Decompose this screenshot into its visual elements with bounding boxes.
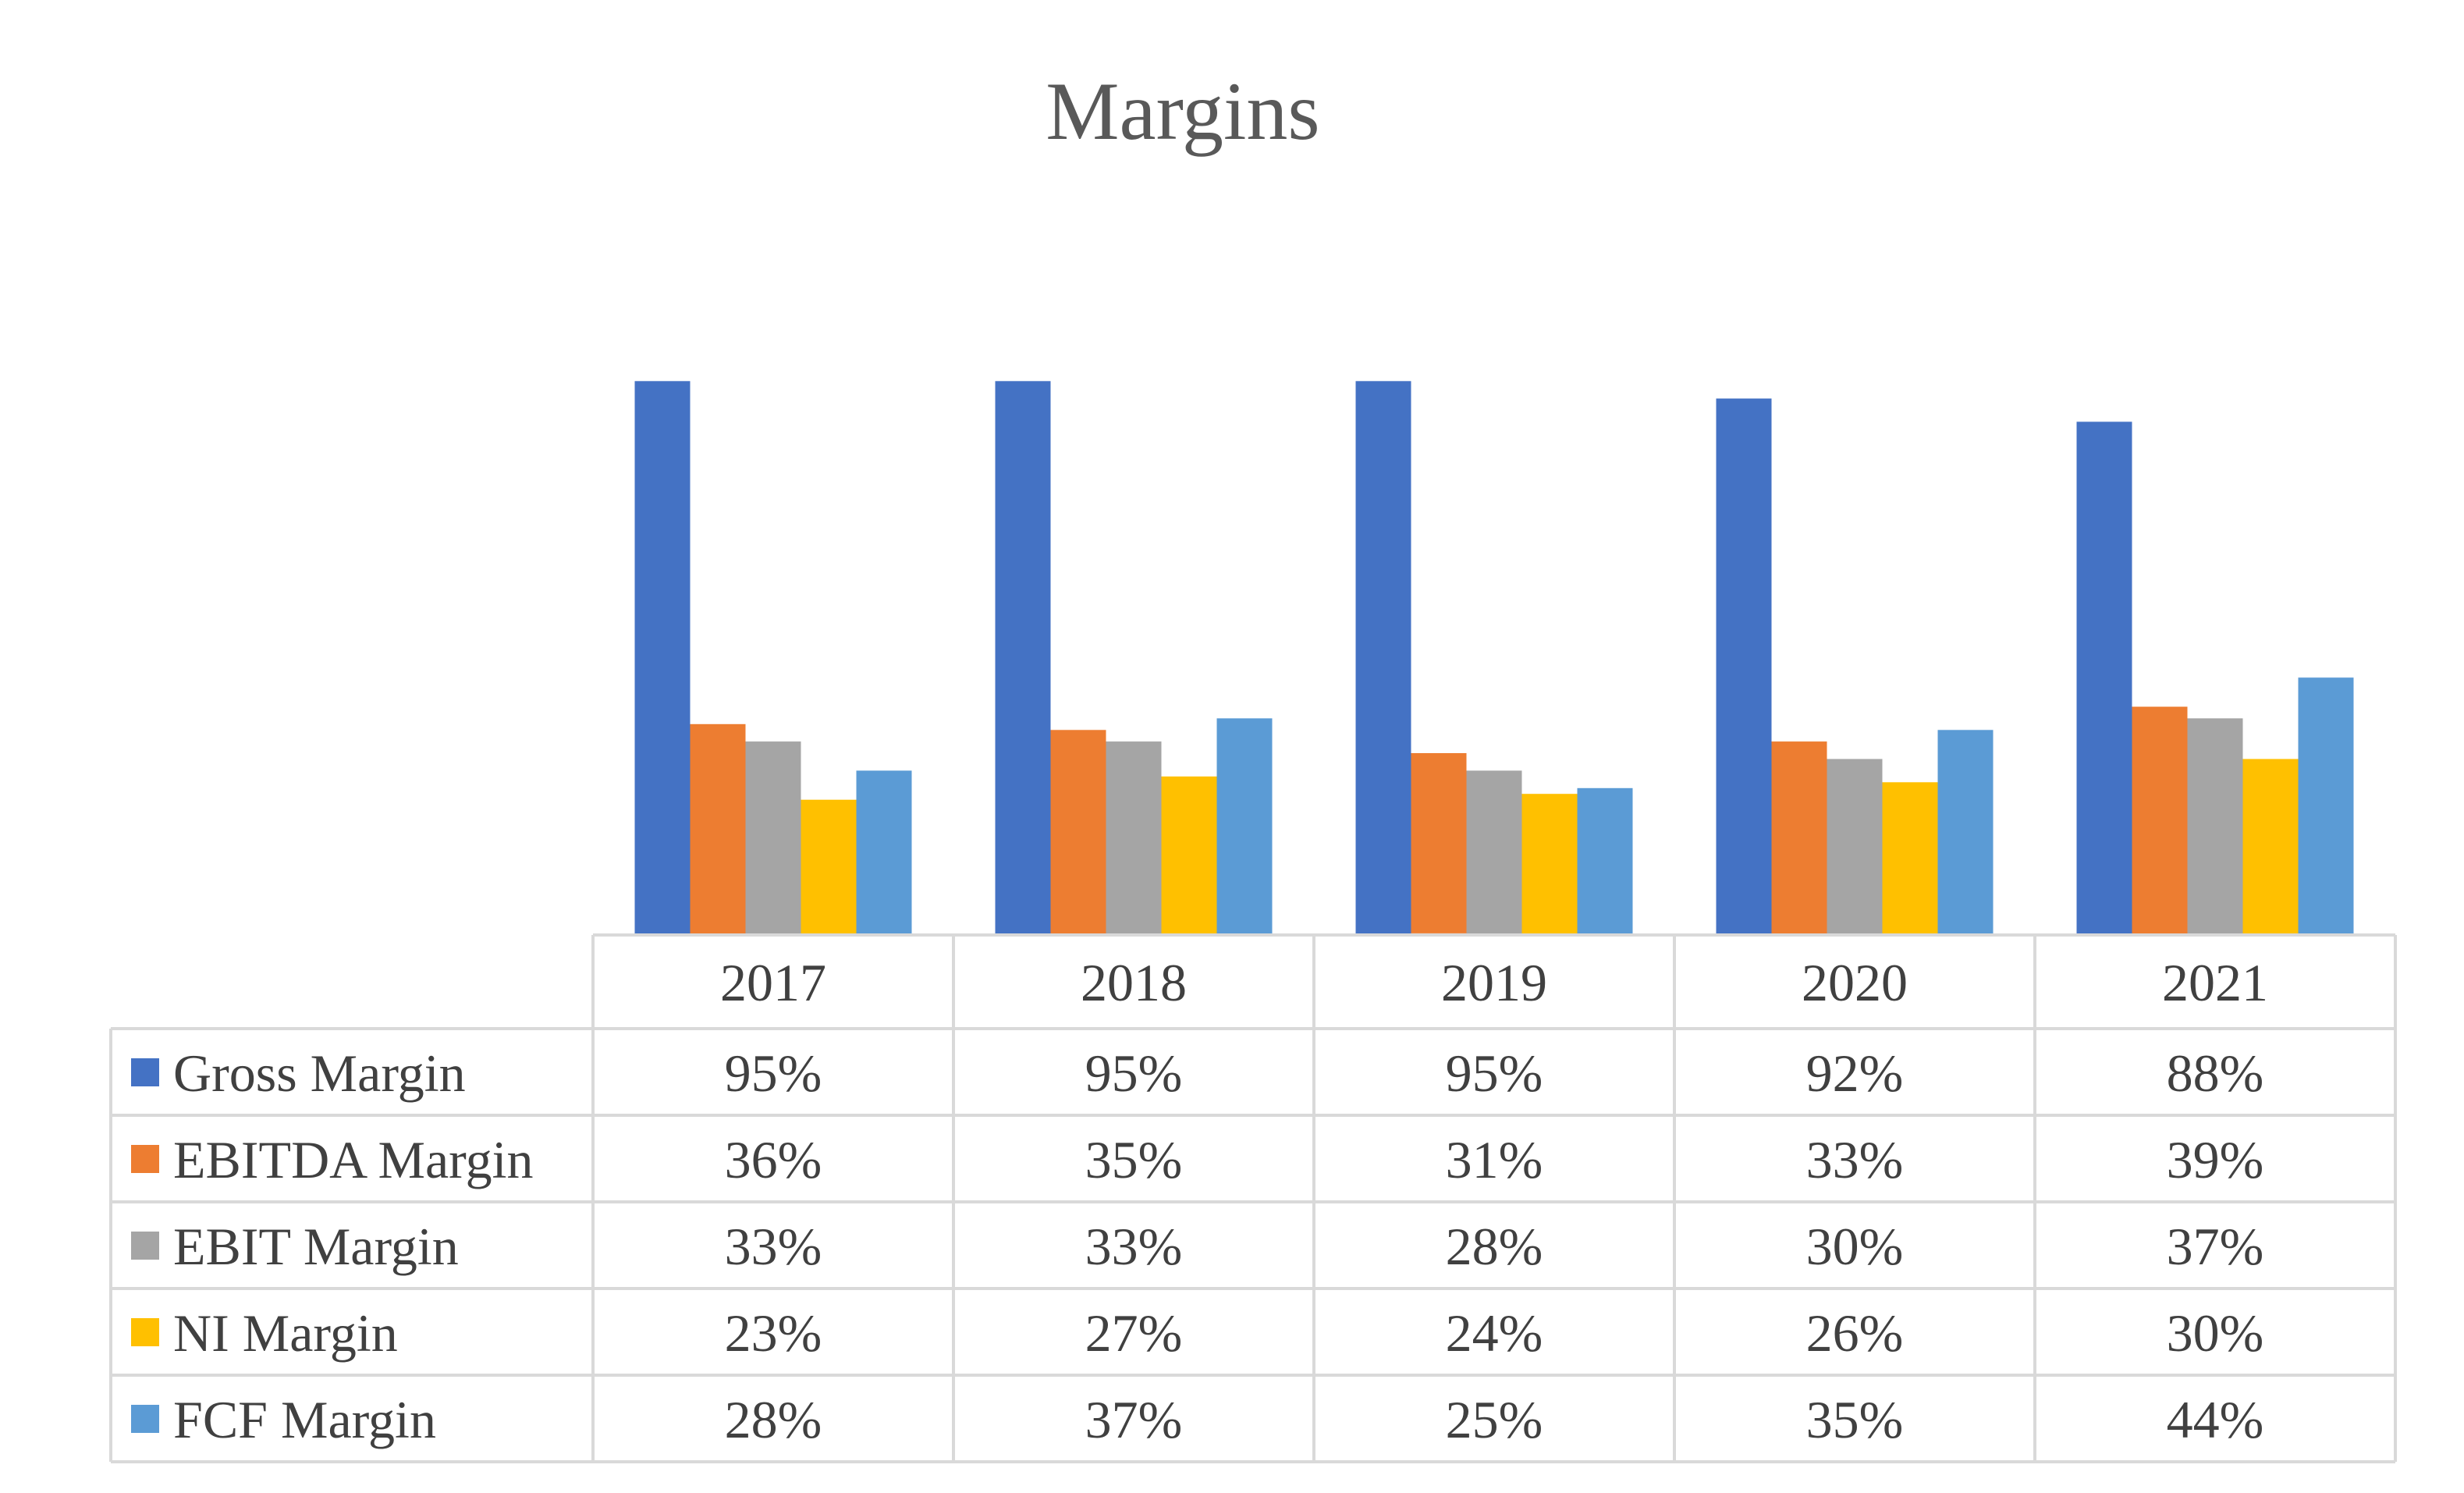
bar-ni-margin-2017 (801, 799, 857, 933)
bar-ebitda-margin-2020 (1771, 741, 1827, 933)
legend-label-ebit-margin: EBIT Margin (173, 1217, 459, 1276)
bar-gross-margin-2021 (2076, 421, 2132, 933)
legend-key-ebitda-margin (131, 1145, 159, 1173)
legend-key-fcf-margin (131, 1405, 159, 1433)
legend-key-ni-margin (131, 1318, 159, 1346)
data-label-ebit-margin-2020: 30% (1806, 1217, 1904, 1276)
data-label-fcf-margin-2021: 44% (2167, 1390, 2264, 1449)
data-label-ni-margin-2020: 26% (1806, 1303, 1904, 1363)
tick-label-2021: 2021 (2162, 953, 2268, 1012)
bar-ebitda-margin-2018 (1050, 730, 1106, 934)
bar-gross-margin-2019 (1355, 381, 1411, 934)
bar-fcf-margin-2020 (1937, 730, 1994, 934)
data-label-ni-margin-2021: 30% (2167, 1303, 2264, 1363)
bar-gross-margin-2018 (995, 381, 1051, 934)
legend-label-ni-margin: NI Margin (173, 1303, 398, 1363)
data-label-gross-margin-2021: 88% (2167, 1043, 2264, 1103)
bar-fcf-margin-2018 (1216, 718, 1273, 933)
data-label-ebitda-margin-2021: 39% (2167, 1130, 2264, 1189)
data-label-fcf-margin-2018: 37% (1085, 1390, 1183, 1449)
tick-label-2019: 2019 (1441, 953, 1547, 1012)
bar-ebitda-margin-2021 (2132, 706, 2188, 934)
bar-ebit-margin-2019 (1466, 770, 1522, 933)
tick-label-2017: 2017 (720, 953, 826, 1012)
legend-key-ebit-margin (131, 1232, 159, 1260)
bars-group (634, 381, 2354, 934)
tick-label-2018: 2018 (1081, 953, 1187, 1012)
bar-gross-margin-2020 (1716, 398, 1772, 934)
data-label-ni-margin-2017: 23% (725, 1303, 822, 1363)
data-label-fcf-margin-2020: 35% (1806, 1390, 1904, 1449)
data-label-ebitda-margin-2017: 36% (725, 1130, 822, 1189)
legend-label-ebitda-margin: EBITDA Margin (173, 1130, 534, 1189)
bar-ebit-margin-2021 (2187, 718, 2243, 933)
data-label-gross-margin-2017: 95% (725, 1043, 822, 1103)
data-label-ebit-margin-2019: 28% (1446, 1217, 1543, 1276)
data-label-fcf-margin-2017: 28% (725, 1390, 822, 1449)
chart-title: Margins (1046, 66, 1319, 157)
data-label-ebitda-margin-2018: 35% (1085, 1130, 1183, 1189)
legend-label-fcf-margin: FCF Margin (173, 1390, 436, 1449)
data-label-gross-margin-2020: 92% (1806, 1043, 1904, 1103)
bar-ni-margin-2018 (1161, 776, 1217, 934)
bar-gross-margin-2017 (634, 381, 691, 934)
bar-fcf-margin-2017 (856, 770, 912, 933)
bar-ni-margin-2020 (1882, 782, 1938, 933)
data-label-gross-margin-2019: 95% (1446, 1043, 1543, 1103)
data-label-gross-margin-2018: 95% (1085, 1043, 1183, 1103)
bar-ebitda-margin-2019 (1411, 753, 1467, 933)
data-label-fcf-margin-2019: 25% (1446, 1390, 1543, 1449)
bar-ebit-margin-2017 (745, 741, 801, 933)
bar-fcf-margin-2019 (1577, 787, 1633, 934)
data-table: 2017 2018 2019 2020 2021 Gross Margin 95% 95% 95… (109, 933, 2397, 1463)
data-label-ebit-margin-2017: 33% (725, 1217, 822, 1276)
data-label-ebit-margin-2018: 33% (1085, 1217, 1183, 1276)
bar-ni-margin-2019 (1521, 794, 1578, 933)
data-label-ni-margin-2019: 24% (1446, 1303, 1543, 1363)
legend-label-gross-margin: Gross Margin (173, 1043, 466, 1103)
tick-label-2020: 2020 (1802, 953, 1908, 1012)
legend-key-gross-margin (131, 1058, 159, 1086)
bar-fcf-margin-2021 (2298, 677, 2354, 933)
data-label-ebit-margin-2021: 37% (2167, 1217, 2264, 1276)
bar-ebit-margin-2018 (1106, 741, 1162, 933)
data-label-ebitda-margin-2019: 31% (1446, 1130, 1543, 1189)
bar-ebitda-margin-2017 (690, 723, 746, 933)
bar-ni-margin-2021 (2242, 759, 2299, 933)
bar-ebit-margin-2020 (1827, 759, 1883, 933)
data-label-ni-margin-2018: 27% (1085, 1303, 1183, 1363)
data-label-ebitda-margin-2020: 33% (1806, 1130, 1904, 1189)
